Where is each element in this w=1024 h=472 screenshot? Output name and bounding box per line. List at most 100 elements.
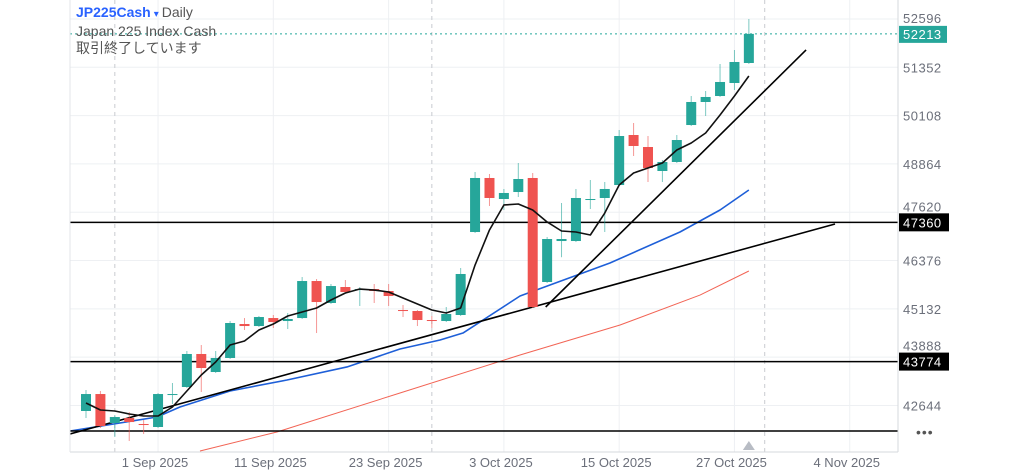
candle-body: [614, 136, 625, 186]
candle-up: [225, 321, 236, 359]
candle-up: [743, 19, 754, 65]
candle-down: [484, 173, 495, 206]
candle-up: [686, 96, 697, 126]
candle-down: [196, 345, 207, 393]
date-tick-label: 1 Sep 2025: [122, 455, 189, 470]
candle-up: [542, 237, 553, 283]
candle-down: [369, 284, 380, 303]
hline-price-label: 43774: [903, 355, 942, 370]
candle-up: [570, 188, 581, 243]
candle-body: [570, 197, 581, 242]
candle-up: [253, 316, 264, 327]
candle-body: [585, 199, 596, 201]
candle-body: [340, 287, 351, 293]
candle-up: [470, 172, 481, 233]
candle-body: [715, 81, 726, 97]
candle-body: [167, 394, 178, 396]
candle-body: [225, 323, 236, 358]
candle-body: [412, 311, 423, 321]
symbol-description: Japan 225 Index Cash: [76, 23, 217, 39]
candle-body: [513, 179, 524, 193]
candle-up: [513, 163, 524, 198]
candle-down: [340, 280, 351, 294]
last-price-label: 52213: [903, 27, 942, 42]
candle-body: [657, 161, 668, 171]
market-status: 取引終了しています: [76, 40, 202, 56]
candle-body: [527, 177, 538, 307]
candle-down: [642, 136, 653, 182]
candle-body: [181, 353, 192, 387]
date-tick-label: 15 Oct 2025: [581, 455, 652, 470]
price-tick-label: 47620: [903, 199, 942, 214]
price-tick-label: 45132: [903, 302, 942, 317]
candle-body: [398, 310, 409, 312]
hline-price-badge: [899, 213, 949, 232]
candle-body: [455, 273, 466, 315]
candle-up: [325, 284, 336, 305]
hline-price-label: 47360: [903, 215, 942, 230]
candle-down: [398, 305, 409, 318]
candle-body: [426, 320, 437, 322]
candle-body: [743, 33, 754, 63]
candle-up: [181, 351, 192, 389]
candle-body: [210, 357, 221, 373]
date-tick-label: 23 Sep 2025: [349, 455, 423, 470]
price-tick-label: 42644: [903, 398, 942, 413]
candle-body: [282, 319, 293, 322]
date-tick-label: 11 Sep 2025: [234, 455, 307, 470]
candle-up: [498, 188, 509, 211]
last-price-badge: [899, 25, 947, 43]
candle-down: [268, 315, 279, 329]
more-options-button[interactable]: •••: [916, 424, 934, 440]
candle-up: [585, 180, 596, 210]
candle-up: [441, 307, 452, 323]
date-tick-label: 4 Nov 2025: [813, 455, 880, 470]
symbol-name[interactable]: JP225Cash: [76, 4, 151, 20]
candle-down: [383, 284, 394, 306]
price-tick-label: 52596: [903, 11, 942, 26]
candle-down: [412, 310, 423, 327]
candle-down: [239, 318, 250, 330]
candle-body: [253, 317, 264, 327]
candle-body: [729, 61, 740, 83]
candle-down: [426, 316, 437, 329]
price-tick-label: 43888: [903, 339, 942, 354]
trendline: [70, 223, 836, 435]
candle-body: [628, 135, 639, 146]
chevron-down-icon[interactable]: ▾: [153, 9, 159, 20]
date-tick-label: 27 Oct 2025: [696, 455, 767, 470]
candle-down: [138, 420, 149, 435]
candle-body: [153, 394, 164, 427]
candle-body: [642, 147, 653, 169]
candle-up: [153, 393, 164, 429]
moving-average-mid: [70, 189, 750, 432]
hline-price-badge: [899, 352, 949, 371]
trendline: [545, 49, 807, 308]
candle-up: [81, 390, 91, 419]
candle-body: [325, 286, 336, 303]
candle-up: [715, 64, 726, 97]
candle-body: [124, 418, 135, 423]
symbol-row: JP225Cash ▾ Daily: [76, 4, 216, 23]
candle-body: [484, 177, 495, 198]
candle-down: [527, 173, 538, 309]
candle-down: [628, 123, 639, 157]
candle-up: [167, 383, 178, 405]
candle-body: [542, 239, 553, 282]
candle-body: [196, 353, 207, 369]
candle-up: [599, 181, 610, 233]
timeframe-label: Daily: [161, 4, 193, 20]
candle-body: [686, 101, 697, 126]
chart-legend: JP225Cash ▾ Daily Japan 225 Index Cash 取引終…: [76, 4, 216, 57]
candle-body: [470, 177, 481, 233]
price-tick-label: 50108: [903, 109, 942, 124]
candle-body: [311, 281, 322, 303]
candle-down: [311, 279, 322, 334]
moving-average-slow: [199, 270, 750, 452]
candle-body: [138, 424, 149, 426]
price-tick-label: 51352: [903, 60, 942, 75]
latest-bar-marker-icon: [742, 441, 755, 450]
candle-body: [700, 96, 711, 102]
price-tick-label: 48864: [903, 157, 942, 172]
